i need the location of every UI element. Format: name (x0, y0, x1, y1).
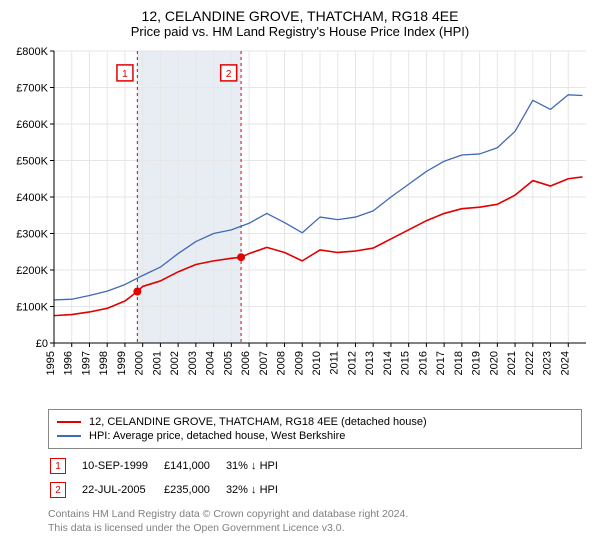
svg-text:1999: 1999 (116, 351, 128, 375)
marker-table: 1 10-SEP-1999£141,00031% ↓ HPI 2 22-JUL-200… (48, 453, 294, 503)
svg-text:2005: 2005 (222, 351, 234, 375)
chart-area: £0 £100K £200K £300K £400K £500K £600K £700K £80… (8, 43, 592, 403)
legend-swatch (57, 435, 81, 437)
svg-text:2018: 2018 (453, 351, 465, 375)
svg-text:£100K: £100K (16, 302, 48, 314)
svg-text:2010: 2010 (311, 351, 323, 375)
legend-item: HPI: Average price, detached house, West… (57, 430, 573, 442)
svg-text:1997: 1997 (80, 351, 92, 375)
svg-text:£400K: £400K (16, 192, 48, 204)
marker-pct: 31% ↓ HPI (226, 455, 292, 477)
svg-text:2007: 2007 (258, 351, 270, 375)
svg-text:2022: 2022 (524, 351, 536, 375)
svg-text:2019: 2019 (471, 351, 483, 375)
marker-row: 1 10-SEP-1999£141,00031% ↓ HPI (50, 455, 292, 477)
svg-text:2017: 2017 (435, 351, 447, 375)
svg-text:2014: 2014 (382, 351, 394, 375)
svg-text:£600K: £600K (16, 119, 48, 131)
legend-swatch (57, 421, 81, 423)
svg-text:£500K: £500K (16, 156, 48, 168)
marker-row: 2 22-JUL-2005£235,00032% ↓ HPI (50, 479, 292, 501)
svg-text:£700K: £700K (16, 83, 48, 95)
chart-subtitle: Price paid vs. HM Land Registry's House … (8, 24, 592, 39)
svg-text:2020: 2020 (488, 351, 500, 375)
marker-date: 10-SEP-1999 (82, 455, 162, 477)
svg-text:2013: 2013 (364, 351, 376, 375)
svg-text:2002: 2002 (169, 351, 181, 375)
svg-text:2023: 2023 (542, 351, 554, 375)
marker-index-box: 1 (50, 458, 66, 474)
svg-text:2011: 2011 (329, 351, 341, 375)
svg-text:2012: 2012 (346, 351, 358, 375)
svg-text:1996: 1996 (63, 351, 75, 375)
svg-text:2015: 2015 (400, 351, 412, 375)
chart-svg: £0 £100K £200K £300K £400K £500K £600K £700K £80… (8, 43, 592, 403)
svg-text:1998: 1998 (98, 351, 110, 375)
svg-text:2000: 2000 (134, 351, 146, 375)
svg-text:£200K: £200K (16, 265, 48, 277)
svg-text:2009: 2009 (293, 351, 305, 375)
marker-price: £235,000 (164, 479, 224, 501)
svg-text:2001: 2001 (151, 351, 163, 375)
chart-title: 12, CELANDINE GROVE, THATCHAM, RG18 4EE (8, 8, 592, 24)
svg-text:2021: 2021 (506, 351, 518, 375)
svg-text:1: 1 (122, 69, 128, 80)
legend-item: 12, CELANDINE GROVE, THATCHAM, RG18 4EE … (57, 416, 573, 428)
svg-text:£0: £0 (36, 338, 48, 350)
marker-date: 22-JUL-2005 (82, 479, 162, 501)
svg-text:£800K: £800K (16, 46, 48, 58)
svg-text:£300K: £300K (16, 229, 48, 241)
legend: 12, CELANDINE GROVE, THATCHAM, RG18 4EE … (48, 409, 582, 449)
footnote-line1: Contains HM Land Registry data © Crown c… (48, 508, 408, 520)
marker-price: £141,000 (164, 455, 224, 477)
legend-label: 12, CELANDINE GROVE, THATCHAM, RG18 4EE … (89, 416, 427, 428)
svg-text:1995: 1995 (45, 351, 57, 375)
svg-text:2003: 2003 (187, 351, 199, 375)
marker-pct: 32% ↓ HPI (226, 479, 292, 501)
footnote-line2: This data is licensed under the Open Gov… (48, 522, 345, 534)
footnote: Contains HM Land Registry data © Crown c… (48, 507, 582, 535)
svg-text:2004: 2004 (205, 351, 217, 375)
svg-text:2024: 2024 (559, 351, 571, 375)
svg-text:2008: 2008 (276, 351, 288, 375)
svg-text:2006: 2006 (240, 351, 252, 375)
marker-index-box: 2 (50, 482, 66, 498)
legend-label: HPI: Average price, detached house, West… (89, 430, 345, 442)
svg-text:2: 2 (226, 69, 232, 80)
svg-text:2016: 2016 (417, 351, 429, 375)
